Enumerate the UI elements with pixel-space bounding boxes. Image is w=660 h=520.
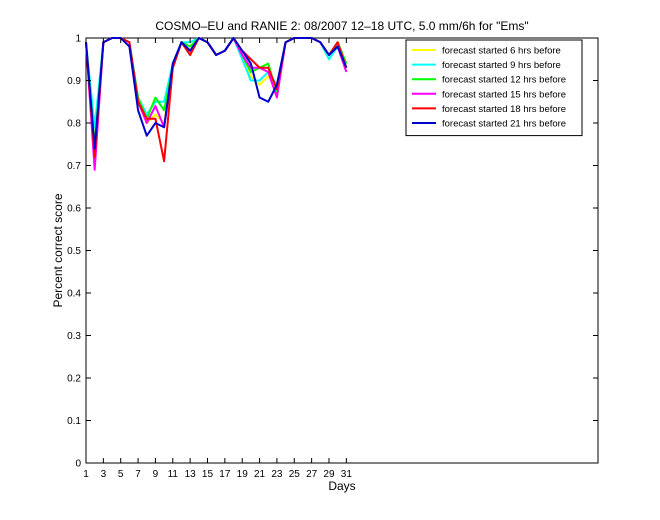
x-tick-label: 17: [219, 469, 231, 480]
y-tick-label: 0.6: [67, 204, 81, 215]
y-tick-label: 0.2: [67, 374, 81, 385]
y-tick-label: 0: [75, 459, 81, 470]
x-tick-label: 13: [185, 469, 197, 480]
y-tick-label: 0.4: [67, 289, 81, 300]
x-tick-label: 21: [254, 469, 266, 480]
x-tick-label: 5: [118, 469, 124, 480]
x-tick-label: 23: [271, 469, 283, 480]
x-tick-label: 27: [306, 469, 318, 480]
legend-label-3: forecast started 12 hrs before: [442, 75, 566, 86]
y-tick-label: 0.3: [67, 331, 81, 342]
series-layer: [85, 37, 348, 171]
y-tick-label: 0.8: [67, 119, 81, 130]
legend-label-5: forecast started 18 hrs before: [442, 104, 566, 115]
x-tick-label: 9: [153, 469, 159, 480]
axes: 1 3 5 7 9 11 13 15 17 19 21 23 25 27 29 3100.10.20.30.4…: [67, 34, 598, 480]
x-tick-label: 25: [289, 469, 301, 480]
x-tick-label: 31: [341, 469, 353, 480]
y-tick-label: 0.7: [67, 161, 81, 172]
x-tick-label: 29: [323, 469, 335, 480]
y-tick-label: 0.9: [67, 76, 81, 87]
chart-title: COSMO–EU and RANIE 2: 08/2007 12–18 UTC,…: [155, 19, 528, 33]
x-tick-label: 19: [237, 469, 249, 480]
legend-label-2: forecast started 9 hrs before: [442, 60, 561, 71]
legend-box: [405, 39, 583, 137]
y-tick-label: 0.5: [67, 246, 81, 257]
x-tick-label: 15: [202, 469, 214, 480]
x-axis-label: Days: [328, 479, 355, 493]
x-tick-label: 3: [101, 469, 107, 480]
legend: forecast started 6 hrs before forecast st…: [405, 39, 583, 137]
series-line-6: [85, 37, 348, 150]
y-tick-label: 0.1: [67, 416, 81, 427]
x-tick-label: 7: [135, 469, 141, 480]
legend-label-4: forecast started 15 hrs before: [442, 89, 566, 100]
legend-label-6: forecast started 21 hrs before: [442, 119, 566, 130]
y-axis-label: Percent correct score: [51, 193, 65, 307]
y-tick-label: 1: [75, 34, 81, 45]
x-tick-label: 11: [168, 469, 179, 480]
x-tick-label: 1: [83, 469, 89, 480]
legend-label-1: forecast started 6 hrs before: [442, 46, 561, 57]
